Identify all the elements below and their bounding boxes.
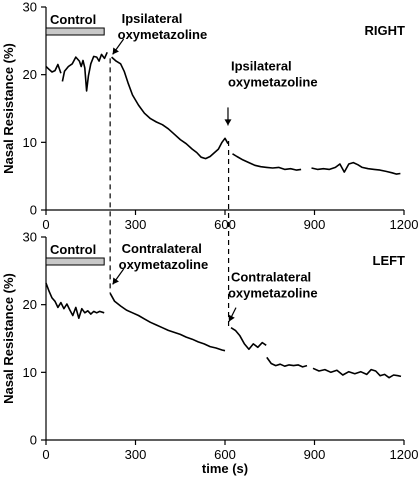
annotation-arrowhead bbox=[224, 119, 232, 126]
annotation-label: Contralateral oxymetazoline bbox=[228, 270, 318, 301]
data-trace bbox=[45, 63, 62, 74]
control-label: Control bbox=[50, 12, 96, 27]
x-tick-label: 0 bbox=[42, 447, 49, 462]
y-tick-label: 10 bbox=[23, 365, 37, 380]
y-tick-label: 20 bbox=[23, 297, 37, 312]
data-trace bbox=[109, 292, 226, 352]
control-bar bbox=[45, 27, 105, 36]
data-trace bbox=[232, 153, 302, 171]
annotation-label: Ipsilateral oxymetazoline bbox=[118, 11, 208, 42]
annotation-arrowhead bbox=[112, 47, 119, 55]
data-trace bbox=[266, 356, 308, 368]
control-label: Control bbox=[50, 242, 96, 257]
annotation-arrowhead bbox=[112, 277, 119, 285]
x-tick-label: 0 bbox=[42, 217, 49, 232]
control-bar bbox=[45, 257, 105, 266]
data-trace bbox=[111, 56, 229, 160]
x-tick-label: 600 bbox=[214, 447, 236, 462]
y-tick-label: 20 bbox=[23, 67, 37, 82]
x-tick-label: 300 bbox=[125, 217, 147, 232]
x-tick-label: 1200 bbox=[390, 447, 419, 462]
data-trace bbox=[312, 367, 402, 379]
x-tick-label: 900 bbox=[304, 447, 326, 462]
panel-title: RIGHT bbox=[365, 23, 406, 38]
annotation-label: Ipsilateral oxymetazoline bbox=[228, 58, 318, 89]
y-tick-label: 0 bbox=[30, 433, 37, 448]
x-tick-label: 300 bbox=[125, 447, 147, 462]
x-tick-label: 600 bbox=[214, 217, 236, 232]
y-tick-label: 30 bbox=[23, 0, 37, 15]
y-tick-label: 0 bbox=[30, 203, 37, 218]
panel-title: LEFT bbox=[373, 253, 406, 268]
y-tick-label: 10 bbox=[23, 135, 37, 150]
x-axis-title: time (s) bbox=[202, 461, 248, 476]
x-tick-label: 1200 bbox=[390, 217, 419, 232]
annotation-label: Contralateral oxymetazoline bbox=[119, 241, 209, 272]
data-trace bbox=[61, 51, 108, 92]
y-axis-title: Nasal Resistance (%) bbox=[1, 273, 16, 404]
x-tick-label: 900 bbox=[304, 217, 326, 232]
data-trace bbox=[311, 161, 401, 175]
annotation-arrowhead bbox=[228, 314, 235, 322]
data-trace bbox=[230, 327, 267, 351]
y-axis-title: Nasal Resistance (%) bbox=[1, 43, 16, 174]
y-tick-label: 30 bbox=[23, 230, 37, 245]
data-trace bbox=[45, 282, 105, 319]
